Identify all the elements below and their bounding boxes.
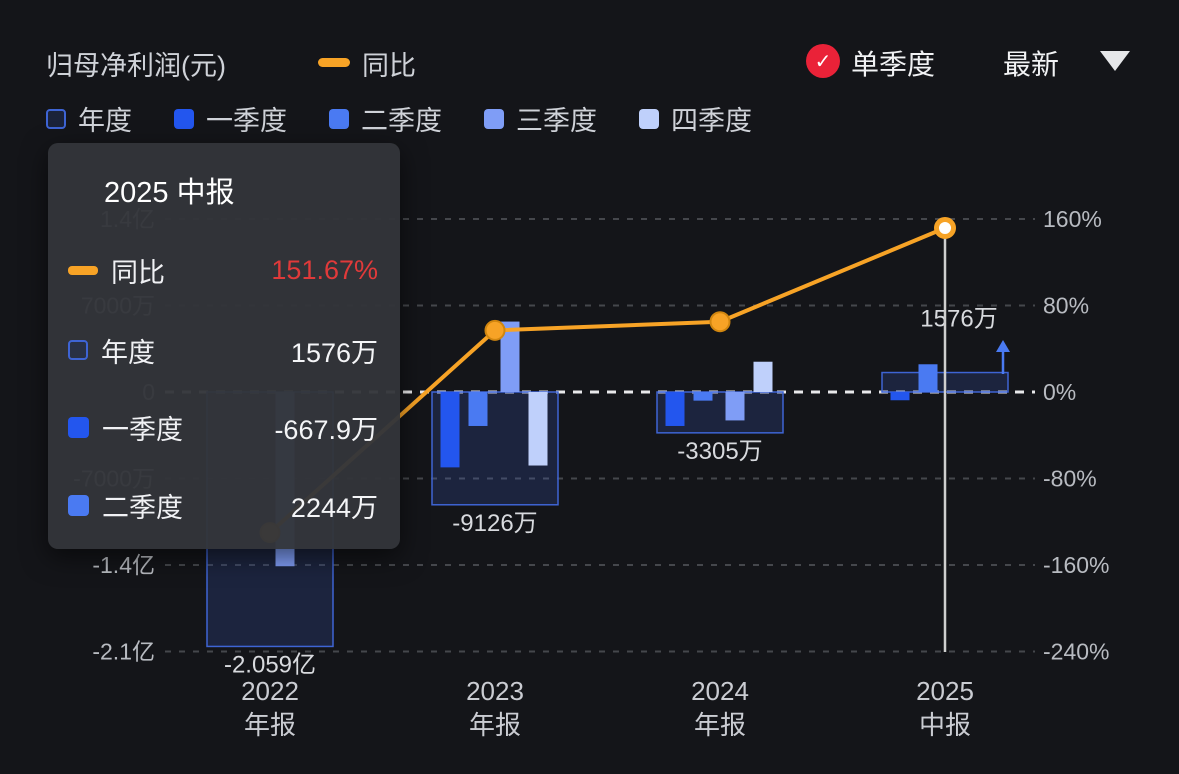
yoy-line-legend-dash-icon [318, 58, 350, 67]
legend-item-label: 四季度 [671, 106, 752, 136]
annual-swatch-icon [46, 108, 66, 129]
q2-swatch-icon [68, 494, 89, 516]
legend-item-q4[interactable]: 四季度 [639, 99, 752, 138]
yoy-point[interactable] [934, 217, 956, 240]
x-axis-label-period[interactable]: 中报 [919, 710, 971, 740]
tooltip-row-label: 同比 [111, 257, 165, 288]
quarter-bar[interactable] [725, 392, 745, 421]
tooltip-row-label: 一季度 [102, 414, 183, 445]
legend-item-q1[interactable]: 一季度 [174, 99, 287, 138]
trend-arrow-head-icon [996, 340, 1010, 352]
legend-item-q3[interactable]: 三季度 [484, 99, 597, 138]
right-axis-label: -240% [1043, 639, 1109, 665]
right-axis-label: -80% [1043, 466, 1097, 492]
bar-value-label: 1576万 [920, 306, 997, 333]
quarter-bar[interactable] [890, 392, 910, 401]
legend-item-annual[interactable]: 年度 [46, 99, 132, 138]
single-quarter-label[interactable]: 单季度 [851, 49, 936, 80]
legend-item-q2[interactable]: 二季度 [329, 99, 442, 138]
quarter-bar[interactable] [528, 392, 548, 466]
dropdown-caret-icon[interactable] [1100, 51, 1130, 71]
bar-value-label: -2.059亿 [224, 651, 316, 678]
yoy-point[interactable] [709, 311, 731, 333]
x-axis-label-year[interactable]: 2023 [466, 676, 524, 706]
yoy-point[interactable] [484, 319, 506, 341]
right-axis-label: 160% [1043, 206, 1102, 232]
right-axis-label: -160% [1043, 552, 1109, 578]
legend-item-label: 一季度 [206, 106, 287, 136]
tooltip-row-value: -667.9万 [274, 414, 378, 445]
tooltip-row-value: 151.67% [271, 254, 378, 285]
q2-swatch-icon [329, 108, 349, 129]
data-point-tooltip: 2025 中报 同比 151.67% 年度 1576万 一季度 -667.9万 … [48, 143, 400, 549]
yoy-line-legend-label: 同比 [362, 51, 416, 81]
chart-title: 归母净利润(元) [46, 51, 226, 81]
quarter-bar[interactable] [500, 321, 520, 392]
right-axis-label: 80% [1043, 293, 1089, 319]
x-axis-label-year[interactable]: 2025 [916, 676, 974, 706]
quarter-bar[interactable] [918, 364, 938, 392]
x-axis-label-period[interactable]: 年报 [694, 710, 746, 740]
q4-swatch-icon [639, 108, 659, 129]
tooltip-row-q1: 一季度 -667.9万 [68, 396, 378, 458]
right-axis-label: 0% [1043, 379, 1076, 405]
legend-item-label: 二季度 [361, 106, 442, 136]
tooltip-row-q2: 二季度 2244万 [68, 474, 378, 536]
tooltip-row-label: 二季度 [102, 492, 183, 523]
series-legend: 年度 一季度 二季度 三季度 四季度 [46, 99, 752, 138]
legend-item-label: 三季度 [516, 106, 597, 136]
quarter-bar[interactable] [468, 392, 488, 426]
quarter-bar[interactable] [693, 392, 713, 401]
left-axis-label: -1.4亿 [92, 552, 155, 578]
yoy-line-swatch-icon [68, 265, 98, 275]
tooltip-row-yoy: 同比 151.67% [68, 239, 378, 301]
bar-value-label: -9126万 [452, 510, 537, 537]
tooltip-row-annual: 年度 1576万 [68, 319, 378, 381]
tooltip-title: 2025 中报 [104, 177, 235, 209]
quarter-bar[interactable] [665, 392, 685, 426]
x-axis-label-period[interactable]: 年报 [244, 710, 296, 740]
legend-item-label: 年度 [78, 106, 132, 136]
bar-value-label: -3305万 [677, 438, 762, 465]
x-axis-label-year[interactable]: 2024 [691, 676, 749, 706]
latest-dropdown-label[interactable]: 最新 [1003, 49, 1060, 80]
annual-swatch-icon [68, 340, 88, 360]
q1-swatch-icon [68, 416, 89, 438]
quarter-bar[interactable] [440, 392, 460, 468]
x-axis-label-period[interactable]: 年报 [469, 710, 521, 740]
single-quarter-checkbox[interactable]: ✓ [806, 44, 840, 78]
left-axis-label: -2.1亿 [92, 639, 155, 665]
quarter-bar[interactable] [753, 361, 773, 392]
x-axis-label-year[interactable]: 2022 [241, 676, 299, 706]
q1-swatch-icon [174, 108, 194, 129]
tooltip-row-value: 1576万 [290, 337, 378, 368]
tooltip-row-label: 年度 [101, 337, 155, 368]
tooltip-row-value: 2244万 [290, 492, 378, 523]
q3-swatch-icon [484, 108, 504, 129]
